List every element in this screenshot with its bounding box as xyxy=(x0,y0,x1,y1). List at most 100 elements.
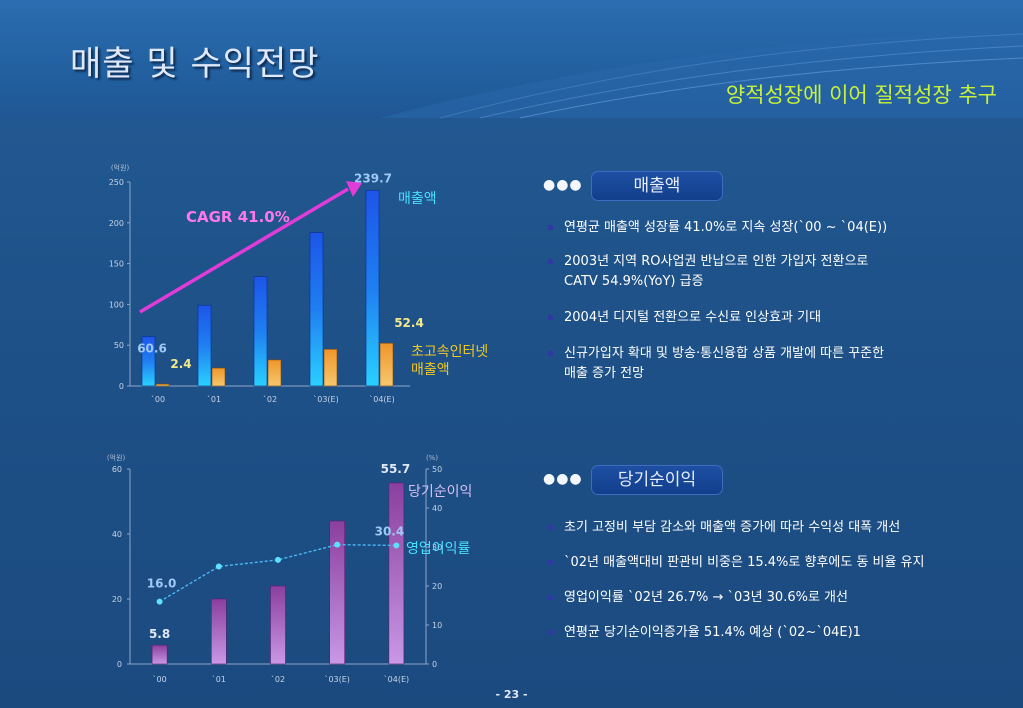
net-income-bullet-list: 초기 고정비 부담 감소와 매출액 증가에 따라 수익성 대폭 개선 `02년 매… xyxy=(544,518,1014,658)
x-tick-label: `04(E) xyxy=(384,674,409,684)
data-label: 60.6 xyxy=(137,342,167,356)
y-tick-label-right: 40 xyxy=(432,504,442,513)
legend-internet-revenue-line: 매출액 xyxy=(411,362,450,378)
bullet-square-icon xyxy=(548,259,553,264)
operating-margin-point xyxy=(334,541,341,548)
legend-operating-margin: 영업이익률 xyxy=(406,541,471,557)
bullet-text: 신규가입자 확대 및 방송·통신융합 상품 개발에 따른 꾸준한 xyxy=(564,346,885,361)
data-label: 5.8 xyxy=(149,627,170,641)
y-tick-label-right: 20 xyxy=(432,582,442,591)
net-income-bar xyxy=(270,585,286,665)
internet-revenue-bar xyxy=(379,342,394,387)
y-tick-label: 100 xyxy=(109,300,124,309)
cagr-arrowhead-icon xyxy=(346,181,362,197)
y-tick-label-right: 10 xyxy=(432,621,442,630)
operating-margin-point xyxy=(275,556,281,563)
y-tick-label: 60 xyxy=(112,465,122,474)
bullet-text: 매출 증가 전망 xyxy=(564,366,645,381)
internet-revenue-bar xyxy=(267,359,282,387)
x-tick-label: `00 xyxy=(151,394,165,404)
bullet-square-icon xyxy=(548,560,553,565)
revenue-bar xyxy=(197,304,212,387)
net-income-bar xyxy=(151,644,168,665)
x-tick-label: `03(E) xyxy=(313,394,338,404)
operating-margin-point xyxy=(393,542,400,549)
x-tick-label: `03(E) xyxy=(324,674,349,684)
bullet-text: `02년 매출액대비 판관비 비중은 15.4%로 향후에도 동 비율 유지 xyxy=(564,555,925,570)
cagr-annotation: CAGR 41.0% xyxy=(186,208,290,226)
data-label: 52.4 xyxy=(394,316,424,330)
y-tick-label: 40 xyxy=(112,530,122,539)
bullet-text: 2004년 디지털 전환으로 수신료 인상효과 기대 xyxy=(564,310,822,325)
revenue-bar xyxy=(365,190,380,387)
net-income-section-header: ●●● 당기순이익 xyxy=(543,465,733,495)
x-tick-label: `01 xyxy=(207,394,221,404)
bullet-square-icon xyxy=(548,525,553,530)
y-tick-label: 20 xyxy=(112,595,122,604)
bullet-dots-icon: ●●● xyxy=(543,177,583,193)
bullet-square-icon xyxy=(548,315,553,320)
net-income-bar xyxy=(329,520,346,665)
bullet-text: 2003년 지역 RO사업권 반납으로 인한 가입자 전환으로 xyxy=(564,254,869,269)
y-axis-left-unit: (억원) xyxy=(107,453,126,462)
bullet-square-icon xyxy=(548,225,553,230)
bullet-text: 연평균 매출액 성장률 41.0%로 지속 성장(`00 ~ `04(E)) xyxy=(564,220,888,235)
data-label: 2.4 xyxy=(170,357,191,371)
net-income-bar xyxy=(211,598,227,665)
bullet-item: 초기 고정비 부담 감소와 매출액 증가에 따라 수익성 대폭 개선 xyxy=(544,518,1014,538)
legend-internet-revenue-line: 초고속인터넷 xyxy=(411,344,488,360)
x-tick-label: `04(E) xyxy=(369,394,394,404)
data-label: 55.7 xyxy=(381,462,411,476)
internet-revenue-bar xyxy=(211,367,226,387)
header-band xyxy=(0,0,1023,119)
y-tick-label: 50 xyxy=(114,341,124,350)
data-label: 239.7 xyxy=(354,171,392,185)
y-tick-label-right: 50 xyxy=(432,465,442,474)
bullet-square-icon xyxy=(548,630,553,635)
bullet-text: 초기 고정비 부담 감소와 매출액 증가에 따라 수익성 대폭 개선 xyxy=(564,520,901,535)
revenue-section-title: 매출액 xyxy=(591,171,723,201)
data-label: 16.0 xyxy=(147,577,177,591)
legend-net-income: 당기순이익 xyxy=(408,484,472,500)
y-tick-label: 150 xyxy=(109,260,124,269)
bullet-item: `02년 매출액대비 판관비 비중은 15.4%로 향후에도 동 비율 유지 xyxy=(544,553,1014,573)
bullet-item: 연평균 당기순이익증가율 51.4% 예상 (`02~`04E)1 xyxy=(544,623,1014,643)
net-income-bar xyxy=(388,482,405,665)
bullet-dots-icon: ●●● xyxy=(543,471,583,487)
bullet-item: 연평균 매출액 성장률 41.0%로 지속 성장(`00 ~ `04(E)) xyxy=(544,218,1004,238)
cagr-arrow xyxy=(139,187,349,314)
y-tick-label: 0 xyxy=(117,660,122,669)
page-number: - 23 - xyxy=(495,688,528,701)
bullet-item: 2004년 디지털 전환으로 수신료 인상효과 기대 xyxy=(544,308,1004,328)
page-subtitle: 양적성장에 이어 질적성장 추구 xyxy=(725,83,997,107)
y-tick-label: 200 xyxy=(109,219,124,228)
y-tick-label-right: 30 xyxy=(432,543,442,552)
bullet-item: 영업이익률 `02년 26.7% → `03년 30.6%로 개선 xyxy=(544,588,1014,608)
bullet-text: 영업이익률 `02년 26.7% → `03년 30.6%로 개선 xyxy=(564,590,848,605)
page-title: 매출 및 수익전망 xyxy=(70,44,320,84)
header-swoosh xyxy=(380,28,1023,119)
bullet-item: 2003년 지역 RO사업권 반납으로 인한 가입자 전환으로 CATV 54.9… xyxy=(544,252,1004,292)
revenue-bullet-list: 연평균 매출액 성장률 41.0%로 지속 성장(`00 ~ `04(E)) 20… xyxy=(544,218,1004,400)
x-tick-label: `01 xyxy=(212,674,226,684)
y-tick-label-right: 0 xyxy=(432,660,437,669)
y-tick-label: 0 xyxy=(119,382,124,391)
bullet-text: 연평균 당기순이익증가율 51.4% 예상 (`02~`04E)1 xyxy=(564,625,861,640)
revenue-bar xyxy=(253,276,268,387)
data-label: 30.4 xyxy=(375,524,405,538)
bullet-square-icon xyxy=(548,595,553,600)
net-income-section-title: 당기순이익 xyxy=(591,465,723,495)
operating-margin-line xyxy=(159,543,397,603)
operating-margin-point xyxy=(156,598,163,605)
revenue-bar xyxy=(141,336,156,387)
internet-revenue-bar xyxy=(155,383,170,387)
y-axis-unit: (억원) xyxy=(111,163,130,172)
x-tick-label: `00 xyxy=(153,674,167,684)
bullet-square-icon xyxy=(548,351,553,356)
bullet-text: CATV 54.9%(YoY) 급증 xyxy=(564,274,704,289)
